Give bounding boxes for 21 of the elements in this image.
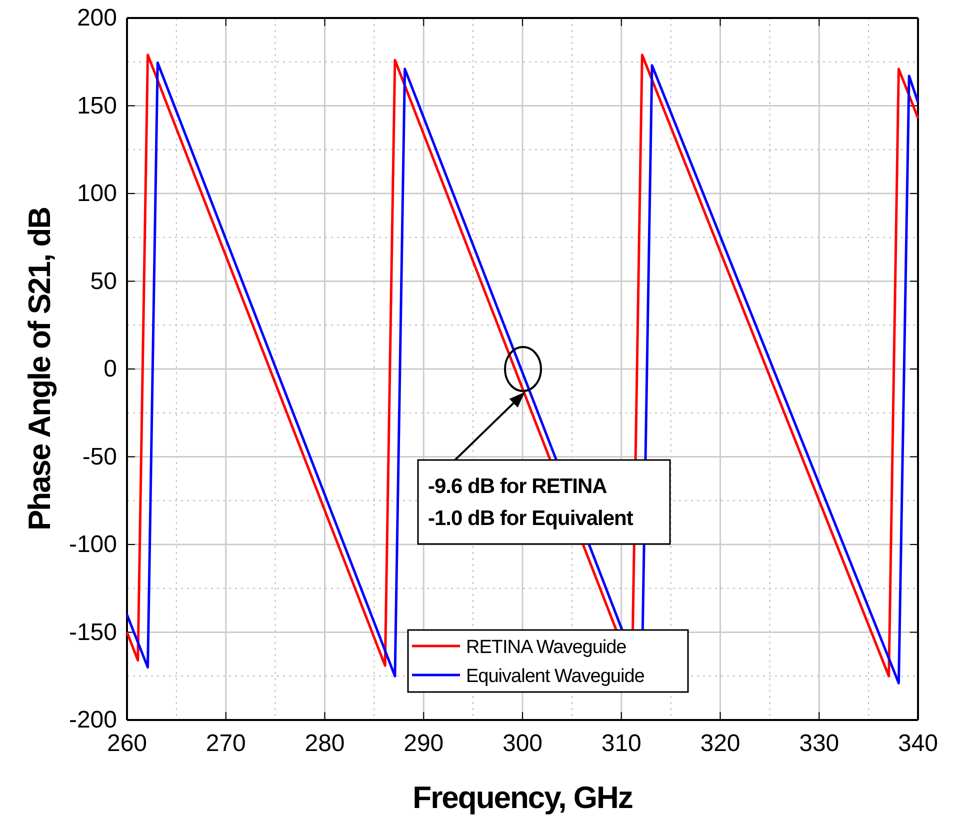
y-tick-label: -100 [68, 531, 117, 558]
y-tick-label: 50 [90, 268, 117, 295]
x-axis-title: Frequency, GHz [412, 780, 633, 815]
x-tick-label: 340 [898, 730, 938, 758]
y-axis-title: Phase Angle of S21, dB [22, 207, 57, 531]
x-tick-label: 330 [799, 730, 840, 758]
y-tick-label: 150 [76, 92, 117, 120]
y-tick-label: 200 [76, 4, 117, 32]
y-tick-label: 0 [104, 356, 117, 383]
y-tick-label: -50 [82, 443, 117, 470]
x-tick-label: 290 [404, 730, 444, 758]
legend-label: RETINA Waveguide [466, 637, 626, 658]
x-tick-label: 300 [502, 730, 543, 758]
x-tick-label: 320 [700, 730, 740, 758]
y-tick-label: -150 [68, 618, 117, 646]
legend-label: Equivalent Waveguide [466, 666, 644, 687]
x-tick-label: 280 [304, 730, 345, 758]
annotation: -9.6 dB for RETINA -1.0 dB for Equivalent [428, 475, 634, 530]
y-tick-label: 100 [76, 180, 117, 208]
x-tick-label: 310 [601, 730, 642, 758]
x-tick-label: 270 [206, 730, 246, 758]
